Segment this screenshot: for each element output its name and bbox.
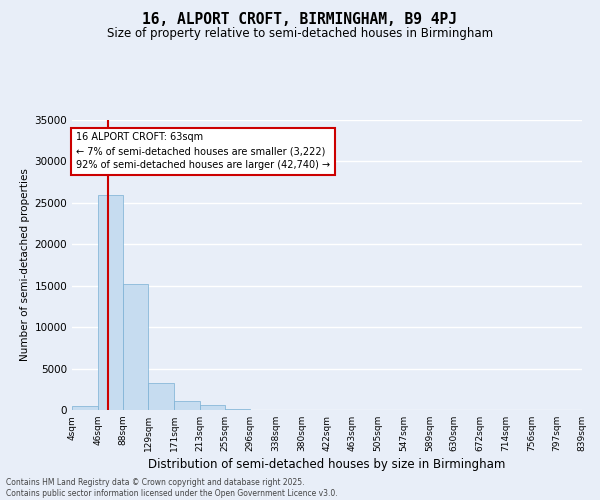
Text: 16 ALPORT CROFT: 63sqm
← 7% of semi-detached houses are smaller (3,222)
92% of s: 16 ALPORT CROFT: 63sqm ← 7% of semi-deta… (76, 132, 330, 170)
Text: Contains HM Land Registry data © Crown copyright and database right 2025.
Contai: Contains HM Land Registry data © Crown c… (6, 478, 338, 498)
Bar (98, 194, 124, 410)
Bar (174, 401, 200, 410)
Y-axis label: Number of semi-detached properties: Number of semi-detached properties (20, 168, 30, 362)
X-axis label: Distribution of semi-detached houses by size in Birmingham: Distribution of semi-detached houses by … (148, 458, 506, 471)
Bar (200, 406, 226, 410)
Bar (148, 382, 174, 410)
Bar (124, 284, 148, 410)
Text: Size of property relative to semi-detached houses in Birmingham: Size of property relative to semi-detach… (107, 28, 493, 40)
Bar (226, 409, 250, 410)
Text: 16, ALPORT CROFT, BIRMINGHAM, B9 4PJ: 16, ALPORT CROFT, BIRMINGHAM, B9 4PJ (143, 12, 458, 28)
Bar (72, 406, 98, 410)
